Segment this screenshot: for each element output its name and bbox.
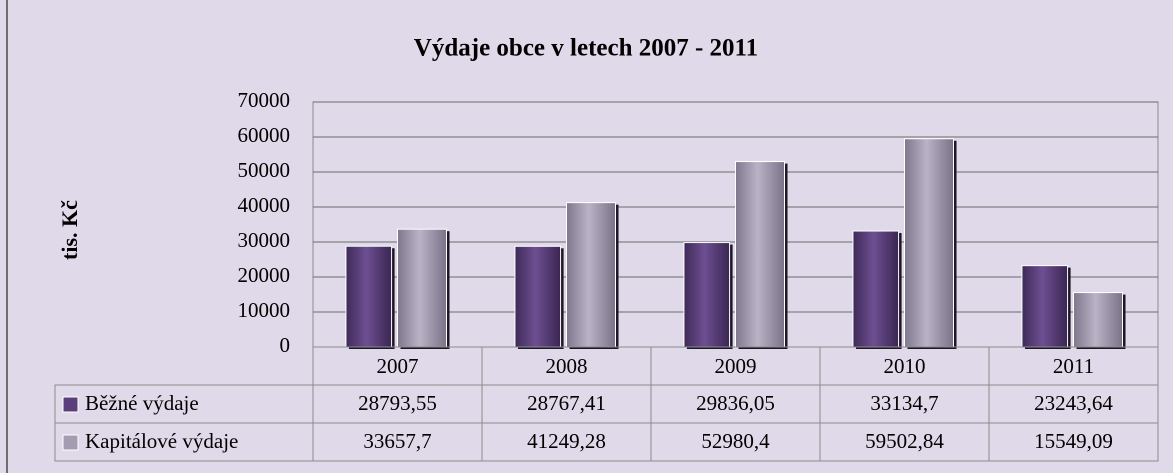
table-value: 23243,64 [1034, 391, 1113, 415]
table-value: 33657,7 [363, 429, 431, 453]
y-tick-label: 0 [280, 333, 291, 357]
y-tick-label: 50000 [238, 158, 291, 182]
y-axis-label: tis. Kč [57, 200, 82, 260]
table-value: 29836,05 [696, 391, 775, 415]
y-tick-label: 30000 [238, 228, 291, 252]
y-tick-label: 40000 [238, 193, 291, 217]
x-tick-label: 2011 [1053, 354, 1094, 378]
y-tick-label: 20000 [238, 263, 291, 287]
x-tick-label: 2007 [377, 354, 419, 378]
table-value: 28767,41 [527, 391, 606, 415]
bar [566, 202, 617, 348]
table-value: 28793,55 [358, 391, 437, 415]
bar [852, 230, 900, 348]
bar [735, 161, 786, 348]
table-value: 52980,4 [701, 429, 770, 453]
bar [397, 228, 448, 348]
chart-title: Výdaje obce v letech 2007 - 2011 [414, 35, 758, 62]
bar [683, 242, 731, 348]
table-value: 15549,09 [1034, 429, 1113, 453]
legend-swatch [62, 396, 79, 413]
table-value: 59502,84 [865, 429, 944, 453]
x-tick-label: 2008 [546, 354, 588, 378]
y-tick-label: 60000 [238, 123, 291, 147]
bar [1021, 265, 1069, 348]
y-tick-label: 70000 [238, 88, 291, 112]
y-tick-label: 10000 [238, 298, 291, 322]
legend-swatch [62, 434, 79, 451]
x-tick-label: 2010 [884, 354, 926, 378]
bar [514, 245, 562, 348]
bar [904, 138, 955, 348]
legend-label: Běžné výdaje [85, 391, 199, 415]
legend-label: Kapitálové výdaje [85, 429, 238, 453]
table-value: 33134,7 [870, 391, 938, 415]
bar [1073, 292, 1124, 348]
table-value: 41249,28 [527, 429, 606, 453]
x-tick-label: 2009 [715, 354, 757, 378]
bar [345, 245, 393, 348]
